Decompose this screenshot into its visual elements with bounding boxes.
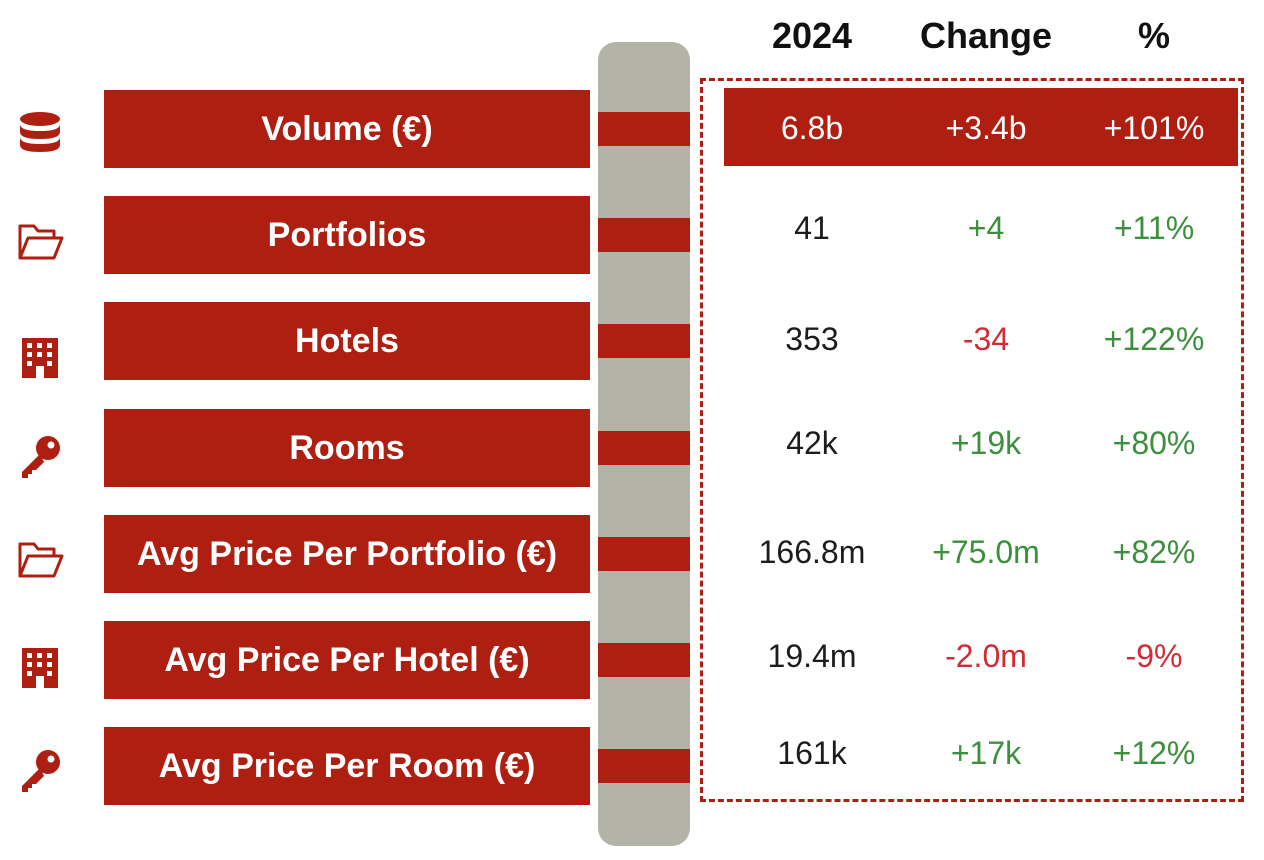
column-header-2024: 2024 <box>771 15 853 56</box>
metric-label: Portfolios <box>104 196 590 274</box>
value-percent: +80% <box>1112 425 1196 461</box>
value-2024: 41 <box>794 210 830 246</box>
spine-connector <box>598 643 690 677</box>
value-2024: 6.8b <box>780 110 844 146</box>
folder-icon <box>16 218 64 266</box>
metric-label: Hotels <box>104 302 590 380</box>
spine-connector <box>598 324 690 358</box>
value-percent: +82% <box>1112 534 1196 570</box>
key-icon <box>16 746 64 794</box>
spine-connector <box>598 749 690 783</box>
spine-connector <box>598 112 690 146</box>
value-percent: -9% <box>1125 638 1183 674</box>
value-percent: +101% <box>1103 110 1205 146</box>
value-change: +4 <box>967 210 1005 246</box>
value-percent: +11% <box>1113 210 1195 246</box>
value-change: -34 <box>962 321 1010 357</box>
spine-connector <box>598 218 690 252</box>
value-2024: 42k <box>786 425 838 461</box>
database-icon <box>16 108 64 156</box>
value-change: +75.0m <box>932 534 1040 570</box>
value-percent: +122% <box>1103 321 1205 357</box>
value-change: +3.4b <box>945 110 1027 146</box>
metric-label: Avg Price Per Room (€) <box>104 727 590 805</box>
spine-connector <box>598 537 690 571</box>
column-header-change: Change <box>919 15 1052 56</box>
building-icon <box>16 334 64 382</box>
value-2024: 161k <box>777 735 847 771</box>
metric-label: Avg Price Per Hotel (€) <box>104 621 590 699</box>
value-change: +19k <box>950 425 1022 461</box>
building-icon <box>16 644 64 692</box>
value-change: +17k <box>950 735 1022 771</box>
highlighted-row-background <box>724 88 1238 166</box>
metric-label: Rooms <box>104 409 590 487</box>
column-header-percent: % <box>1137 15 1170 56</box>
value-2024: 166.8m <box>758 534 866 570</box>
value-2024: 19.4m <box>767 638 857 674</box>
value-percent: +12% <box>1112 735 1196 771</box>
key-icon <box>16 432 64 480</box>
spine-connector <box>598 431 690 465</box>
values-frame <box>700 78 1244 802</box>
metric-label: Avg Price Per Portfolio (€) <box>104 515 590 593</box>
value-change: -2.0m <box>945 638 1027 674</box>
value-2024: 353 <box>785 321 839 357</box>
metric-label: Volume (€) <box>104 90 590 168</box>
folder-icon <box>16 536 64 584</box>
